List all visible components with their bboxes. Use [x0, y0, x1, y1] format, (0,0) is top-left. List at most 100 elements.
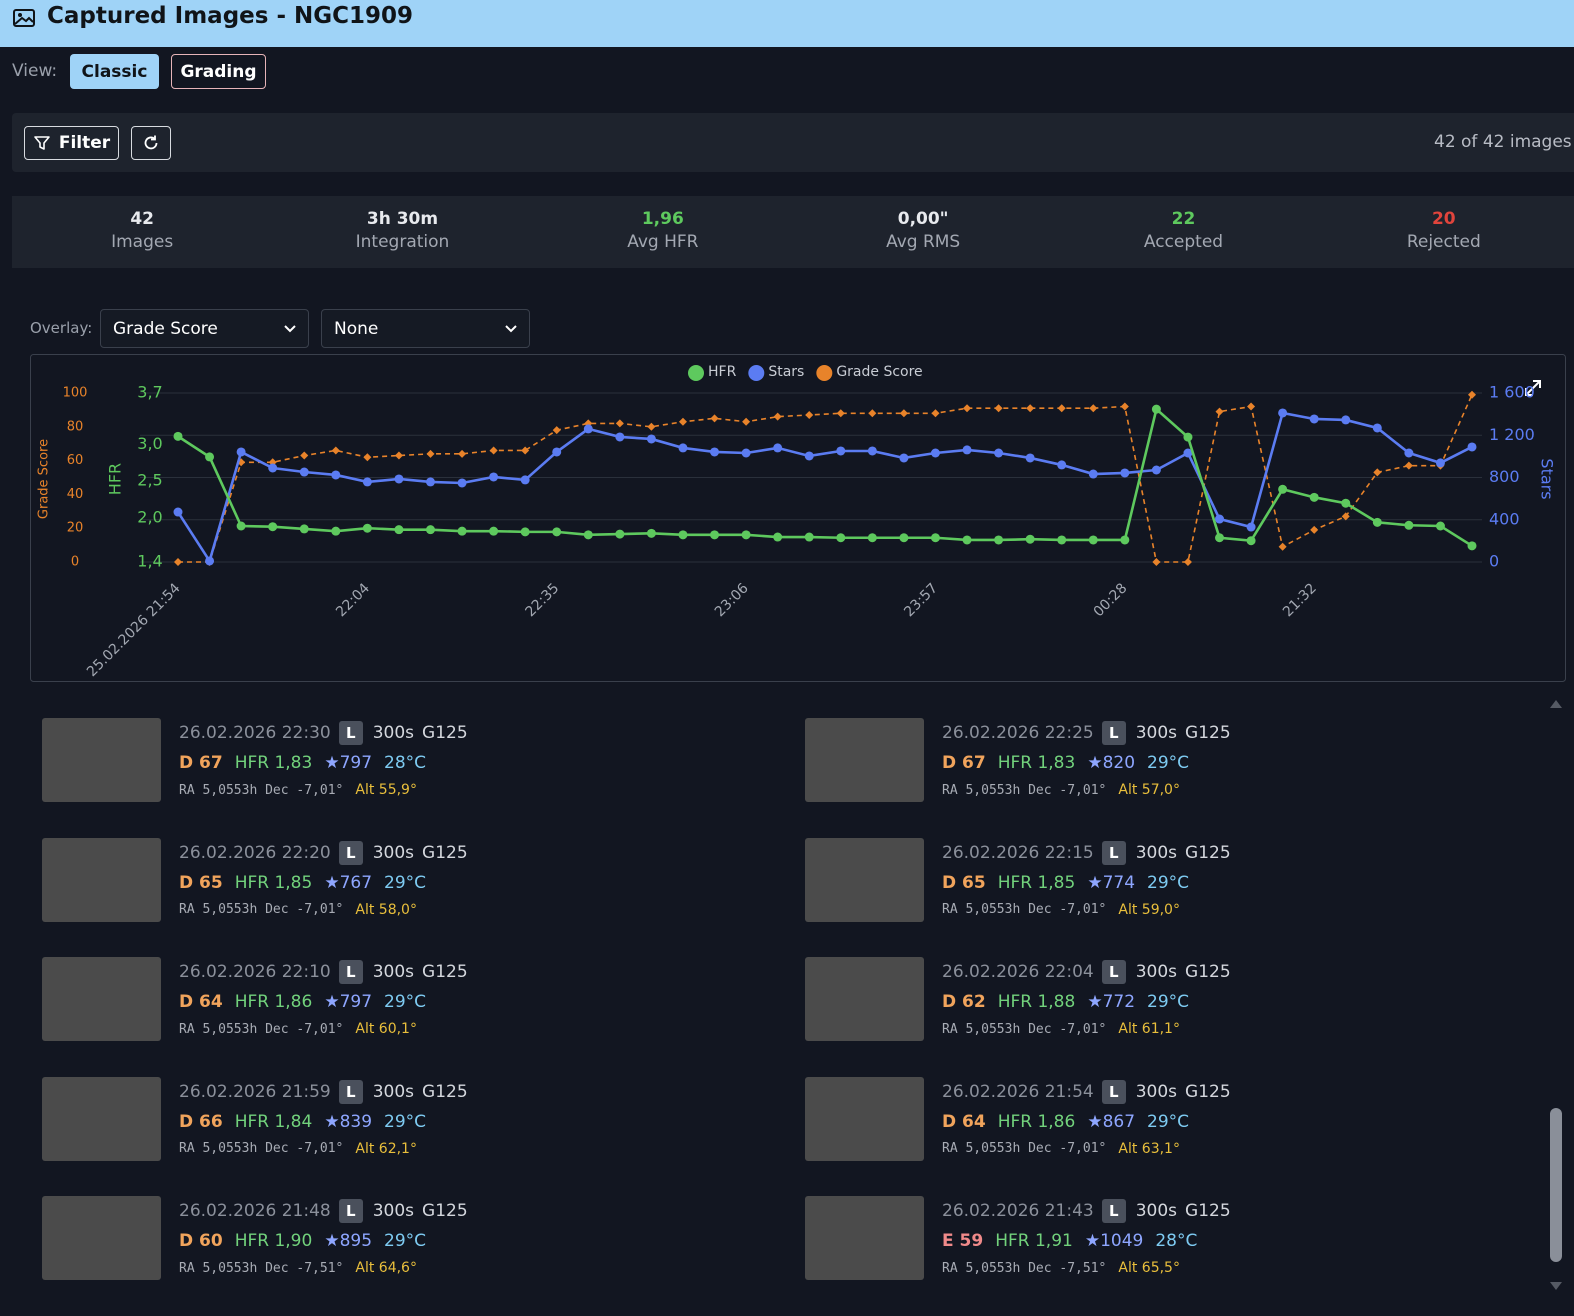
filter-button[interactable]: Filter	[24, 126, 119, 160]
coordinates: RA 5,0553h Dec -7,01°	[942, 1141, 1106, 1156]
thumbnail	[42, 1077, 161, 1161]
coordinates: RA 5,0553h Dec -7,01°	[179, 902, 343, 917]
altitude: Alt 65,5°	[1118, 1260, 1180, 1276]
card-meta: 26.02.2026 21:48L300sG125	[179, 1199, 468, 1223]
y3ticks-tick-label: 20	[67, 521, 84, 536]
exposure: 300s	[1136, 1082, 1177, 1102]
point	[963, 445, 972, 454]
gain: G125	[422, 723, 468, 743]
coordinates: RA 5,0553h Dec -7,01°	[942, 1022, 1106, 1037]
grade: D 64	[179, 992, 223, 1012]
image-card[interactable]: 26.02.2026 22:20L300sG125D 65HFR 1,85★76…	[42, 838, 805, 958]
point	[773, 443, 782, 452]
thumbnail	[805, 957, 924, 1041]
point	[552, 447, 561, 456]
grade: D 65	[942, 873, 986, 893]
filter-badge: L	[1102, 721, 1126, 745]
point	[1057, 535, 1066, 544]
point	[836, 533, 845, 542]
toolbar	[12, 113, 1574, 172]
star-count: ★895	[324, 1231, 372, 1251]
image-icon	[12, 7, 36, 29]
altitude: Alt 59,0°	[1118, 902, 1180, 918]
point	[1089, 535, 1098, 544]
legend-label: HFR	[708, 364, 737, 380]
altitude: Alt 64,6°	[355, 1260, 417, 1276]
view-classic-button[interactable]: Classic	[70, 54, 159, 89]
point	[331, 470, 340, 479]
card-quality: D 67HFR 1,83★82029°C	[942, 751, 1201, 775]
exposure: 300s	[1136, 723, 1177, 743]
card-position: RA 5,0553h Dec -7,01°Alt 57,0°	[942, 780, 1180, 800]
coordinates: RA 5,0553h Dec -7,01°	[942, 902, 1106, 917]
point	[458, 478, 467, 487]
filter-badge: L	[339, 1199, 363, 1223]
stat-value: 1,96	[533, 209, 793, 229]
thumbnail	[805, 1077, 924, 1161]
point	[931, 533, 940, 542]
image-card[interactable]: 26.02.2026 21:48L300sG125D 60HFR 1,90★89…	[42, 1196, 805, 1316]
gain: G125	[1185, 962, 1231, 982]
filter-badge: L	[1102, 841, 1126, 865]
grade: D 66	[179, 1112, 223, 1132]
scrollbar[interactable]	[1546, 695, 1566, 1295]
hfr: HFR 1,83	[235, 753, 313, 773]
card-meta: 26.02.2026 21:43L300sG125	[942, 1199, 1231, 1223]
image-card[interactable]: 26.02.2026 22:25L300sG125D 67HFR 1,83★82…	[805, 718, 1568, 838]
hfr: HFR 1,86	[235, 992, 313, 1012]
exposure: 300s	[373, 1082, 414, 1102]
y2ticks-tick-label: 800	[1489, 467, 1520, 486]
point	[615, 530, 624, 539]
stat: 0,00"Avg RMS	[793, 196, 1053, 268]
point	[300, 468, 309, 477]
overlay-secondary-select[interactable]: None	[321, 309, 530, 348]
card-position: RA 5,0553h Dec -7,01°Alt 63,1°	[942, 1139, 1180, 1159]
card-meta: 26.02.2026 22:20L300sG125	[179, 841, 468, 865]
point	[1215, 533, 1224, 542]
point	[805, 533, 814, 542]
point	[584, 424, 593, 433]
grade: D 64	[942, 1112, 986, 1132]
coordinates: RA 5,0553h Dec -7,51°	[942, 1261, 1106, 1276]
gain: G125	[1185, 1201, 1231, 1221]
card-quality: E 59HFR 1,91★104928°C	[942, 1229, 1209, 1253]
yticks-tick-label: 2,0	[137, 507, 162, 526]
refresh-button[interactable]	[131, 126, 171, 160]
star-count: ★1049	[1085, 1231, 1144, 1251]
coordinates: RA 5,0553h Dec -7,01°	[179, 1141, 343, 1156]
image-card[interactable]: 26.02.2026 22:10L300sG125D 64HFR 1,86★79…	[42, 957, 805, 1077]
point	[174, 432, 183, 441]
overlay-primary-select[interactable]: Grade Score	[100, 309, 309, 348]
chevron	[284, 324, 296, 334]
filter-badge: L	[339, 721, 363, 745]
select-value: Grade Score	[113, 319, 218, 339]
legend-swatch	[688, 365, 704, 381]
image-card[interactable]: 26.02.2026 21:54L300sG125D 64HFR 1,86★86…	[805, 1077, 1568, 1197]
legend-swatch	[748, 365, 764, 381]
view-grading-button[interactable]: Grading	[171, 54, 266, 89]
yticks-tick-label: 3,7	[137, 383, 162, 402]
y2ticks-tick-label: 400	[1489, 509, 1520, 528]
point	[268, 522, 277, 531]
grade: E 59	[942, 1231, 983, 1251]
card-position: RA 5,0553h Dec -7,01°Alt 61,1°	[942, 1019, 1180, 1039]
stat: 20Rejected	[1314, 196, 1574, 268]
image-card[interactable]: 26.02.2026 22:30L300sG125D 67HFR 1,83★79…	[42, 718, 805, 838]
gain: G125	[1185, 1082, 1231, 1102]
point	[899, 533, 908, 542]
grade: D 65	[179, 873, 223, 893]
image-card[interactable]: 26.02.2026 21:59L300sG125D 66HFR 1,84★83…	[42, 1077, 805, 1197]
capture-time: 26.02.2026 22:15	[942, 843, 1094, 863]
card-quality: D 65HFR 1,85★77429°C	[942, 871, 1201, 895]
star-count: ★797	[324, 753, 372, 773]
exposure: 300s	[373, 962, 414, 982]
stats-bar: 42Images3h 30mIntegration1,96Avg HFR0,00…	[12, 196, 1574, 268]
altitude: Alt 58,0°	[355, 902, 417, 918]
image-card[interactable]: 26.02.2026 21:43L300sG125 E 59HFR 1,91★10…	[805, 1196, 1568, 1316]
point	[205, 556, 214, 565]
image-card[interactable]: 26.02.2026 22:15L300sG125D 65HFR 1,85★77…	[805, 838, 1568, 958]
point	[1247, 523, 1256, 532]
chart: 04008001 2001 6001,42,02,53,03,702040608…	[30, 354, 1566, 682]
image-card[interactable]: 26.02.2026 22:04L300sG125D 62HFR 1,88★77…	[805, 957, 1568, 1077]
point	[521, 527, 530, 536]
